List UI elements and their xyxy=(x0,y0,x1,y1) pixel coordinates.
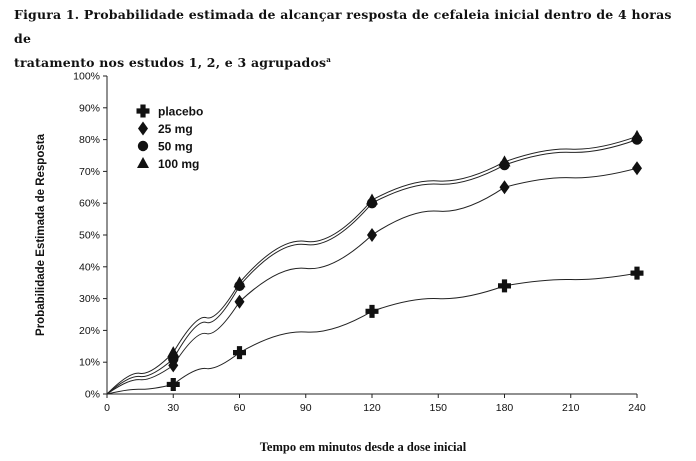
marker-placebo xyxy=(365,304,379,318)
x-tick-label: 240 xyxy=(628,402,646,414)
legend-label-placebo: placebo xyxy=(158,105,203,119)
y-tick-label: 90% xyxy=(79,102,100,114)
y-tick-label: 10% xyxy=(79,357,100,369)
y-tick-label: 50% xyxy=(79,230,100,242)
figure-title: Figura 1. Probabilidade estimada de alca… xyxy=(14,3,684,75)
y-tick-label: 100% xyxy=(73,71,100,83)
marker-100-mg xyxy=(498,155,511,167)
marker-25-mg xyxy=(234,294,245,309)
axes: 0% 10% 20% 30% 40% 50% 60% 70% 80% 90% 100% 0 30 60 90… xyxy=(73,71,646,415)
footnote-mark: a xyxy=(326,54,331,64)
figure-title-line1: Figura 1. Probabilidade estimada de alca… xyxy=(14,7,672,46)
y-tick-label: 60% xyxy=(79,198,100,210)
series-line-50-mg xyxy=(106,139,638,395)
marker-100-mg xyxy=(233,276,246,288)
x-tick-label: 120 xyxy=(363,402,381,414)
x-tick-label: 210 xyxy=(562,402,580,414)
legend-marker-25-mg xyxy=(138,121,148,136)
marker-100-mg xyxy=(167,346,180,358)
y-tick-label: 0% xyxy=(85,389,100,401)
x-tick-label: 150 xyxy=(429,402,447,414)
marker-100-mg xyxy=(631,129,643,141)
x-tick-label: 60 xyxy=(234,402,246,414)
marker-25-mg xyxy=(367,228,377,242)
y-tick-label: 20% xyxy=(79,325,100,337)
legend-marker-100-mg xyxy=(137,157,149,168)
marker-placebo xyxy=(166,377,180,391)
y-tick-label: 40% xyxy=(79,261,100,273)
figure-title-line2: tratamento nos estudos 1, 2, e 3 agrupad… xyxy=(14,55,327,70)
x-tick-label: 0 xyxy=(104,402,110,414)
x-tick-label: 90 xyxy=(300,402,312,414)
marker-25-mg xyxy=(632,161,642,176)
series-markers xyxy=(166,129,644,391)
legend: placebo 25 mg 50 mg 100 mg xyxy=(136,104,203,171)
series-line-placebo xyxy=(106,272,638,395)
x-tick-label: 180 xyxy=(496,402,514,414)
legend-label-50-mg: 50 mg xyxy=(158,140,193,154)
x-axis-label: Tempo em minutos desde a dose inicial xyxy=(260,440,467,454)
y-axis-label: Probabilidade Estimada de Resposta xyxy=(35,133,47,336)
marker-placebo xyxy=(630,266,644,280)
figure-title-line2-wrap: tratamento nos estudos 1, 2, e 3 agrupad… xyxy=(14,51,684,75)
marker-placebo xyxy=(498,279,511,293)
y-tick-label: 70% xyxy=(79,166,100,178)
series-line-100-mg xyxy=(106,135,638,395)
y-tick-label: 80% xyxy=(79,134,100,146)
x-tick-label: 30 xyxy=(167,402,179,414)
legend-label-25-mg: 25 mg xyxy=(158,122,193,136)
marker-100-mg xyxy=(366,193,378,205)
series-line-25-mg xyxy=(106,167,638,395)
marker-25-mg xyxy=(499,180,510,195)
series-lines xyxy=(106,135,638,395)
y-tick-label: 30% xyxy=(79,293,100,305)
legend-marker-50-mg xyxy=(137,140,149,152)
marker-placebo xyxy=(233,346,246,360)
legend-marker-placebo xyxy=(136,104,150,118)
legend-label-100-mg: 100 mg xyxy=(158,157,199,171)
